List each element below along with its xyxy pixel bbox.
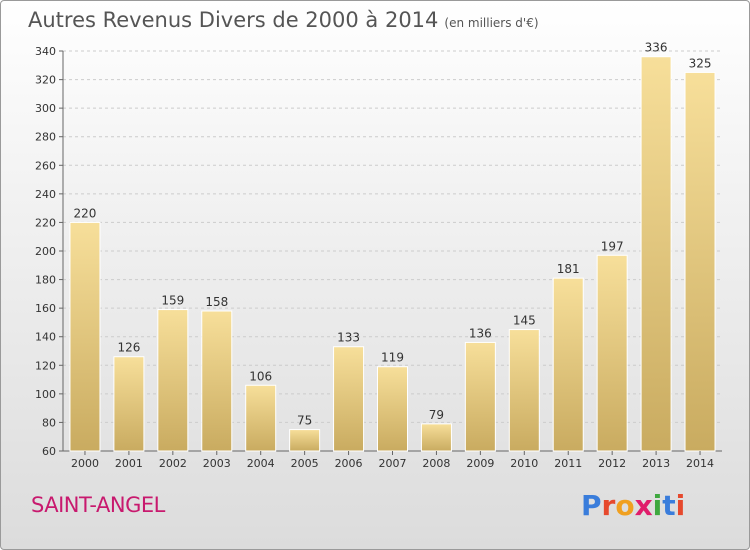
x-tick-label: 2005 — [291, 457, 319, 470]
x-tick-label: 2008 — [422, 457, 450, 470]
y-tick-label: 160 — [35, 302, 56, 315]
bar-value-label: 197 — [601, 239, 624, 253]
y-tick-label: 260 — [35, 159, 56, 172]
logo-letter: t — [662, 489, 676, 522]
y-tick-label: 320 — [35, 74, 56, 87]
y-tick-label: 120 — [35, 359, 56, 372]
bar-value-label: 133 — [337, 331, 360, 345]
bar — [289, 429, 321, 452]
x-tick-label: 2007 — [379, 457, 407, 470]
x-tick-label: 2014 — [686, 457, 714, 470]
x-tick-label: 2004 — [247, 457, 275, 470]
logo-letter: P — [581, 489, 602, 522]
bar — [420, 423, 452, 452]
x-tick-label: 2006 — [335, 457, 363, 470]
logo-letter: o — [615, 489, 635, 522]
bar — [596, 254, 628, 452]
y-tick-label: 100 — [35, 388, 56, 401]
logo-letter: i — [675, 489, 686, 522]
x-tick-label: 2003 — [203, 457, 231, 470]
bar — [113, 356, 145, 452]
bar — [201, 310, 233, 452]
y-tick-label: 340 — [35, 45, 56, 58]
bar — [377, 366, 408, 452]
title-unit: (en milliers d'€) — [444, 16, 539, 30]
y-tick-label: 280 — [35, 131, 56, 144]
y-tick-label: 60 — [42, 445, 56, 458]
title-text: Autres Revenus Divers de 2000 à 2014 — [28, 8, 439, 32]
bar-value-label: 159 — [161, 294, 184, 308]
y-tick-label: 140 — [35, 331, 56, 344]
bar — [69, 221, 101, 452]
bar-value-label: 79 — [429, 408, 444, 422]
bar-value-label: 158 — [205, 295, 228, 309]
bar-value-label: 325 — [689, 56, 712, 70]
x-tick-label: 2013 — [642, 457, 670, 470]
bar — [640, 56, 672, 452]
x-tick-label: 2011 — [554, 457, 582, 470]
bar-value-label: 119 — [381, 351, 404, 365]
bar-value-label: 145 — [513, 314, 536, 328]
y-tick-label: 200 — [35, 245, 56, 258]
bar — [508, 329, 540, 452]
bar — [684, 71, 716, 452]
logo-letter: x — [634, 489, 653, 522]
place-name: SAINT-ANGEL — [31, 493, 165, 517]
bar — [464, 341, 496, 452]
x-tick-label: 2010 — [510, 457, 538, 470]
y-tick-label: 240 — [35, 188, 56, 201]
y-tick-label: 80 — [42, 416, 56, 429]
x-tick-label: 2002 — [159, 457, 187, 470]
proxiti-logo: Proxiti — [581, 489, 685, 522]
y-tick-label: 220 — [35, 216, 56, 229]
bar — [157, 309, 189, 452]
x-tick-label: 2009 — [466, 457, 494, 470]
x-tick-label: 2012 — [598, 457, 626, 470]
logo-letter: r — [601, 489, 616, 522]
x-tick-label: 2000 — [71, 457, 99, 470]
bar-value-label: 106 — [249, 369, 272, 383]
bar-value-label: 220 — [74, 206, 97, 220]
x-tick-label: 2001 — [115, 457, 143, 470]
bar — [333, 346, 365, 452]
bar-value-label: 136 — [469, 326, 492, 340]
bar-value-label: 181 — [557, 262, 580, 276]
logo-letter: i — [652, 489, 663, 522]
y-tick-label: 180 — [35, 274, 56, 287]
bar — [245, 384, 277, 452]
bar-value-label: 75 — [297, 414, 312, 428]
chart-title: Autres Revenus Divers de 2000 à 2014 (en … — [28, 8, 539, 32]
bar — [552, 277, 584, 452]
bar-value-label: 126 — [117, 341, 140, 355]
bar-value-label: 336 — [645, 41, 668, 55]
y-tick-label: 300 — [35, 102, 56, 115]
